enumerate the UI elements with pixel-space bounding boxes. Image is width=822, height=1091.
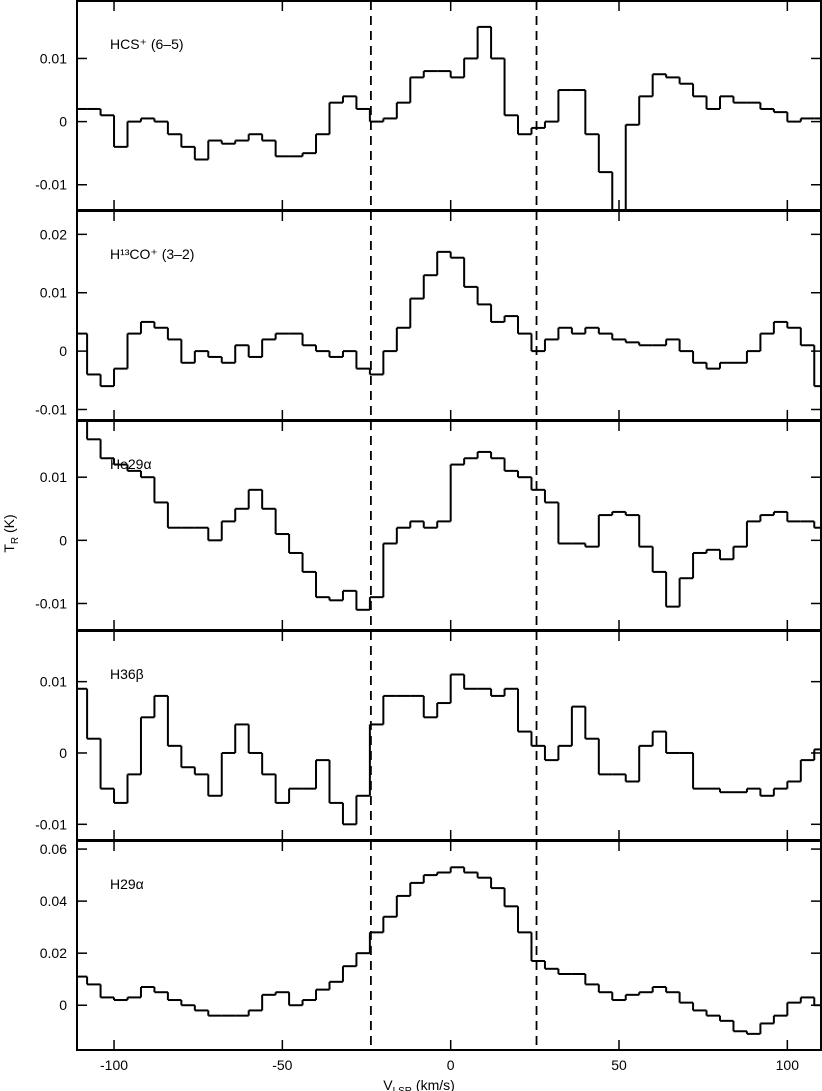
x-label-unit: (km/s) <box>412 1077 455 1091</box>
panel-frame <box>76 630 822 841</box>
x-tick-label: -100 <box>100 1057 128 1073</box>
y-tick-label: 0.06 <box>40 841 67 857</box>
panel-label: H¹³CO⁺ (3–2) <box>110 246 194 262</box>
y-axis-label: TR (K) <box>1 514 21 552</box>
panel-frame <box>76 0 822 211</box>
y-tick-label: 0.01 <box>40 469 67 485</box>
y-tick-label: 0 <box>59 997 67 1013</box>
y-tick-label: 0.01 <box>40 674 67 690</box>
plot-area <box>77 841 821 1050</box>
panel-label: He29α <box>110 456 152 472</box>
x-tick-label: 100 <box>776 1057 800 1073</box>
y-tick-label: 0.01 <box>40 285 67 301</box>
x-tick-label: 50 <box>611 1057 627 1073</box>
y-tick-label: 0 <box>59 343 67 359</box>
panel-frame <box>76 210 822 421</box>
plot-area <box>86 421 821 630</box>
y-tick-label: 0.01 <box>40 50 67 66</box>
x-tick-label: -50 <box>272 1057 292 1073</box>
panel-frame <box>76 420 822 631</box>
y-tick-label: 0 <box>59 532 67 548</box>
x-label-sub: LSR <box>393 1086 412 1091</box>
plot-area <box>77 211 821 420</box>
x-tick-label: 0 <box>447 1057 455 1073</box>
x-axis-label: VLSR (km/s) <box>383 1077 455 1091</box>
plot-area <box>77 631 821 840</box>
y-label-sub: R <box>10 537 21 544</box>
y-tick-label: 0.04 <box>40 893 67 909</box>
y-label-unit: (K) <box>1 514 17 537</box>
y-tick-label: 0 <box>59 114 67 130</box>
y-tick-label: 0.02 <box>40 226 67 242</box>
panel-label: H29α <box>110 876 144 892</box>
panel-label: H36β <box>110 666 144 682</box>
plot-area <box>77 1 821 210</box>
y-tick-label: -0.01 <box>35 177 67 193</box>
x-label-main: V <box>383 1077 393 1091</box>
y-tick-label: -0.01 <box>35 595 67 611</box>
panel-label: HCS⁺ (6–5) <box>110 36 184 52</box>
y-tick-label: 0 <box>59 745 67 761</box>
y-label-main: T <box>1 544 17 553</box>
y-tick-label: -0.01 <box>35 401 67 417</box>
panel-frame <box>76 840 822 1051</box>
y-tick-label: -0.01 <box>35 816 67 832</box>
y-tick-label: 0.02 <box>40 945 67 961</box>
